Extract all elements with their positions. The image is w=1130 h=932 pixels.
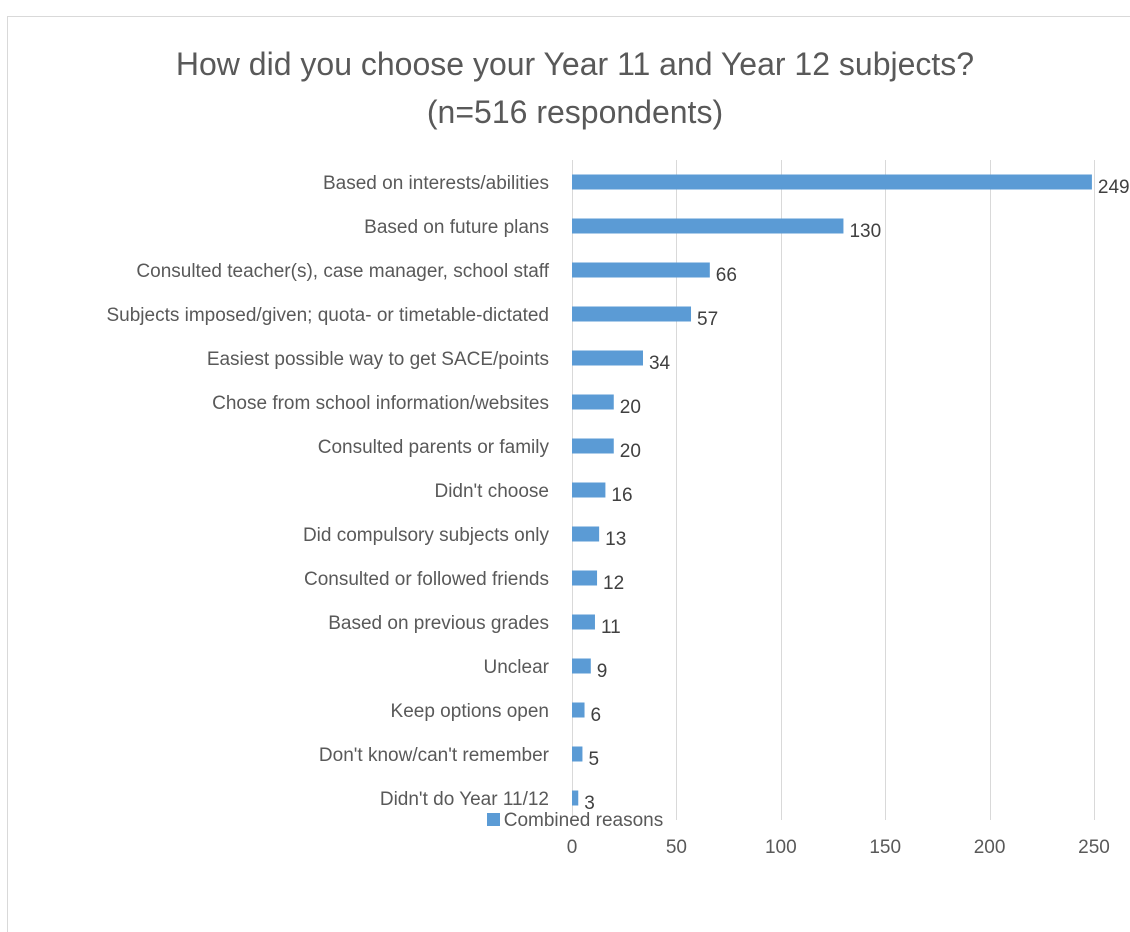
bars bbox=[572, 174, 1092, 806]
category-label: Consulted parents or family bbox=[318, 437, 550, 458]
bar bbox=[572, 218, 844, 234]
data-label: 130 bbox=[849, 221, 881, 242]
category-label: Subjects imposed/given; quota- or timeta… bbox=[106, 305, 549, 326]
bar bbox=[572, 306, 692, 322]
legend: Combined reasons bbox=[0, 810, 1130, 832]
category-label: Consulted or followed friends bbox=[304, 569, 549, 590]
category-label: Didn't do Year 11/12 bbox=[380, 789, 549, 810]
category-label: Unclear bbox=[484, 657, 550, 678]
data-label: 66 bbox=[716, 265, 737, 286]
gridlines bbox=[572, 160, 1095, 820]
category-label: Based on interests/abilities bbox=[323, 173, 549, 194]
category-label: Didn't choose bbox=[434, 481, 549, 502]
data-label: 13 bbox=[605, 529, 626, 550]
chart-title-line-1: How did you choose your Year 11 and Year… bbox=[175, 46, 975, 82]
category-label: Chose from school information/websites bbox=[212, 393, 549, 414]
category-label: Keep options open bbox=[391, 701, 549, 722]
bar bbox=[572, 526, 600, 542]
category-label: Don't know/can't remember bbox=[319, 745, 550, 766]
legend-label: Combined reasons bbox=[503, 810, 664, 831]
bar bbox=[572, 702, 585, 718]
x-tick-label: 0 bbox=[567, 837, 578, 858]
bar bbox=[572, 790, 579, 806]
chart-title-line-2: (n=516 respondents) bbox=[426, 94, 724, 130]
x-tick-label: 250 bbox=[1078, 837, 1110, 858]
x-tick-label: 200 bbox=[974, 837, 1006, 858]
bar bbox=[572, 394, 614, 410]
data-label: 249 bbox=[1098, 177, 1130, 198]
x-tick-label: 50 bbox=[666, 837, 687, 858]
bar bbox=[572, 174, 1092, 190]
data-label: 9 bbox=[597, 661, 608, 682]
category-label: Consulted teacher(s), case manager, scho… bbox=[136, 261, 549, 282]
chart-title: How did you choose your Year 11 and Year… bbox=[0, 40, 1130, 136]
data-label: 57 bbox=[697, 309, 718, 330]
data-label: 11 bbox=[601, 617, 621, 638]
category-label: Based on future plans bbox=[364, 217, 549, 238]
category-label: Did compulsory subjects only bbox=[303, 525, 550, 546]
data-label: 3 bbox=[584, 793, 595, 814]
data-label: 20 bbox=[620, 397, 641, 418]
legend-swatch bbox=[486, 813, 500, 827]
bar bbox=[572, 614, 595, 630]
bar bbox=[572, 570, 598, 586]
category-label: Based on previous grades bbox=[328, 613, 549, 634]
data-label: 20 bbox=[620, 441, 641, 462]
bar bbox=[572, 658, 591, 674]
labels: 0 50 100 150 200 250 Based on interests/abilit… bbox=[106, 173, 1129, 858]
bar bbox=[572, 350, 643, 366]
data-label: 6 bbox=[591, 705, 602, 726]
data-label: 34 bbox=[649, 353, 671, 374]
category-label: Easiest possible way to get SACE/points bbox=[207, 349, 549, 370]
data-label: 16 bbox=[611, 485, 632, 506]
x-tick-label: 100 bbox=[765, 837, 797, 858]
data-label: 12 bbox=[603, 573, 624, 594]
bar bbox=[572, 438, 614, 454]
x-tick-label: 150 bbox=[869, 837, 901, 858]
bar bbox=[572, 482, 606, 498]
bar bbox=[572, 746, 583, 762]
data-label: 5 bbox=[588, 749, 599, 770]
bar bbox=[572, 262, 710, 278]
chart-area bbox=[7, 16, 1130, 932]
